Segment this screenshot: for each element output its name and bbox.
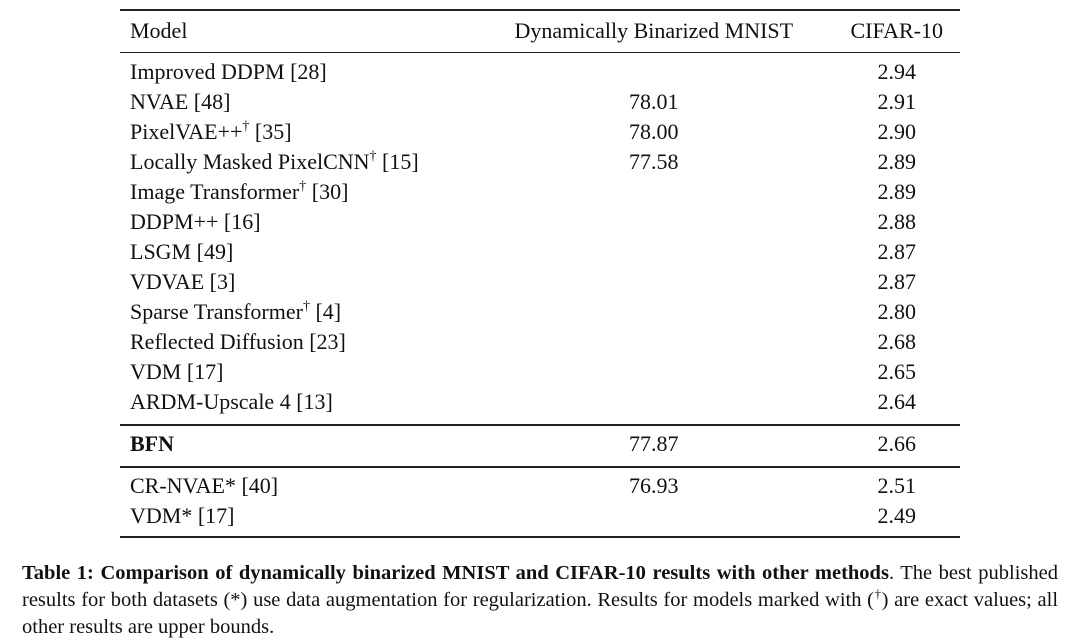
model-ref: [49] xyxy=(196,239,234,264)
model-ref: [48] xyxy=(193,89,231,114)
cifar-value: 2.90 xyxy=(877,119,917,144)
model-ref: [16] xyxy=(223,209,261,234)
model-mark: † xyxy=(299,179,307,194)
cifar-value: 2.89 xyxy=(877,149,917,174)
model-ref: [17] xyxy=(197,503,235,528)
cifar-value: 2.91 xyxy=(877,89,917,114)
model-cell: CR-NVAE* [40] xyxy=(130,473,278,499)
header-cell: CIFAR-10 xyxy=(850,18,944,43)
model-name: VDM xyxy=(130,359,182,384)
cifar-value: 2.87 xyxy=(877,239,917,264)
model-cell: BFN xyxy=(130,431,174,457)
cifar-value: 2.65 xyxy=(877,359,917,384)
model-mark: † xyxy=(369,149,377,164)
model-cell: VDM* [17] xyxy=(130,503,235,529)
group-rule xyxy=(120,424,960,426)
mnist-value: 77.87 xyxy=(629,431,679,456)
caption-label: Table 1: xyxy=(22,562,94,584)
cifar-value: 2.64 xyxy=(877,389,917,414)
model-name: ARDM-Upscale 4 xyxy=(130,389,291,414)
header-cell: Dynamically Binarized MNIST xyxy=(514,18,794,43)
model-name: PixelVAE++ xyxy=(130,119,243,144)
cifar-value: 2.94 xyxy=(877,59,917,84)
model-cell: Improved DDPM [28] xyxy=(130,59,327,85)
model-ref: [15] xyxy=(382,149,419,174)
header-rule xyxy=(120,52,960,53)
cifar-value: 2.51 xyxy=(877,473,917,498)
model-name: BFN xyxy=(130,431,174,456)
bottom-rule xyxy=(120,536,960,538)
mnist-value: 77.58 xyxy=(629,149,679,174)
cifar-value: 2.89 xyxy=(877,179,917,204)
caption-title: Comparison of dynamically binarized MNIS… xyxy=(100,562,889,584)
model-cell: Image Transformer† [30] xyxy=(130,179,348,205)
cifar-value: 2.80 xyxy=(877,299,917,324)
mnist-value: 78.01 xyxy=(629,89,679,114)
model-name: DDPM++ xyxy=(130,209,219,234)
model-cell: Sparse Transformer† [4] xyxy=(130,299,341,325)
header-cell: Model xyxy=(130,18,188,43)
model-ref: [17] xyxy=(186,359,224,384)
model-ref: [28] xyxy=(290,59,327,84)
model-cell: NVAE [48] xyxy=(130,89,230,115)
model-name: Sparse Transformer xyxy=(130,299,303,324)
caption: Table 1: Comparison of dynamically binar… xyxy=(22,560,1058,641)
model-ref: [23] xyxy=(309,329,346,354)
cifar-value: 2.87 xyxy=(877,269,917,294)
caption-text: . The best published results for both da… xyxy=(22,562,1058,611)
model-name: VDVAE xyxy=(130,269,205,294)
model-name: LSGM xyxy=(130,239,192,264)
model-cell: Reflected Diffusion [23] xyxy=(130,329,346,355)
model-cell: LSGM [49] xyxy=(130,239,233,265)
mnist-value: 78.00 xyxy=(629,119,679,144)
model-name: Reflected Diffusion xyxy=(130,329,304,354)
caption-dagger: † xyxy=(874,586,882,601)
model-name: CR-NVAE* xyxy=(130,473,236,498)
model-mark: † xyxy=(302,299,310,314)
model-cell: Locally Masked PixelCNN† [15] xyxy=(130,149,419,175)
cifar-value: 2.88 xyxy=(877,209,917,234)
model-name: VDM* xyxy=(130,503,193,528)
mnist-value: 76.93 xyxy=(629,473,679,498)
model-cell: VDM [17] xyxy=(130,359,224,385)
caption-text: ) are exact values; all other results ar… xyxy=(22,589,1059,638)
cifar-value: 2.66 xyxy=(877,431,917,456)
model-ref: [35] xyxy=(254,119,292,144)
model-name: Locally Masked PixelCNN xyxy=(130,149,370,174)
model-ref: [3] xyxy=(209,269,236,294)
model-cell: VDVAE [3] xyxy=(130,269,235,295)
top-rule xyxy=(120,9,960,11)
model-name: Image Transformer xyxy=(130,179,300,204)
group-rule xyxy=(120,466,960,468)
model-mark: † xyxy=(242,119,250,134)
model-ref: [40] xyxy=(241,473,279,498)
model-cell: ARDM-Upscale 4 [13] xyxy=(130,389,333,415)
model-ref: [30] xyxy=(311,179,349,204)
model-name: Improved DDPM xyxy=(130,59,285,84)
model-cell: PixelVAE++† [35] xyxy=(130,119,292,145)
model-cell: DDPM++ [16] xyxy=(130,209,261,235)
cifar-value: 2.49 xyxy=(877,503,917,528)
model-ref: [13] xyxy=(296,389,333,414)
cifar-value: 2.68 xyxy=(877,329,917,354)
model-ref: [4] xyxy=(315,299,342,324)
model-name: NVAE xyxy=(130,89,189,114)
